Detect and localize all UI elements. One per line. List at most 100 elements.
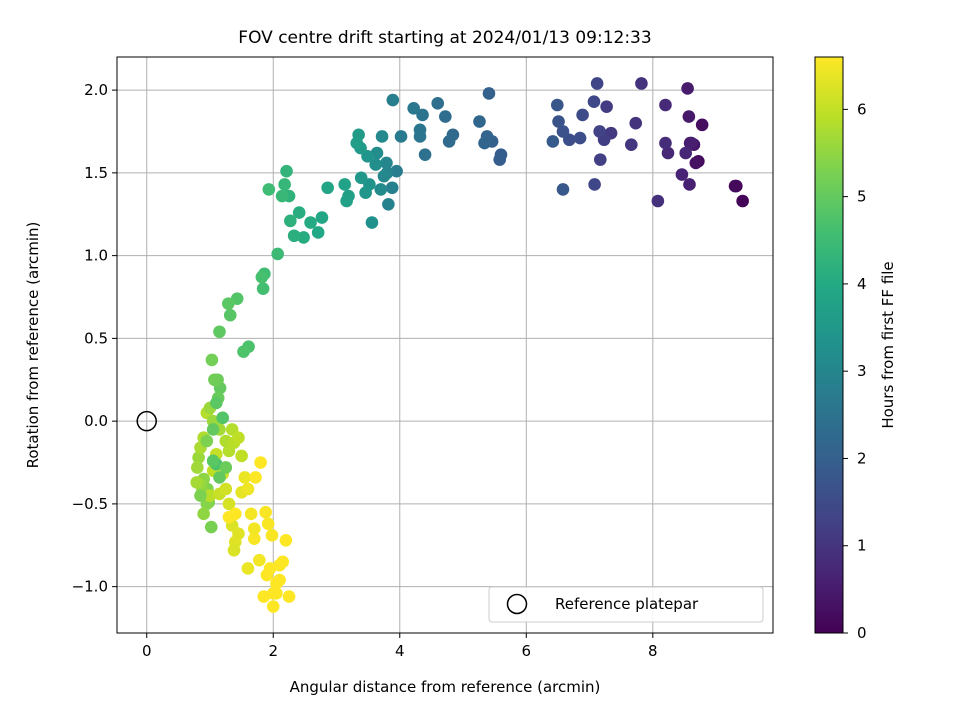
data-point [359, 186, 372, 200]
legend-box [488, 586, 764, 623]
data-point [213, 471, 226, 484]
data-point [375, 130, 389, 143]
legend-label: Reference platepar [555, 595, 699, 613]
data-point [394, 130, 408, 143]
data-point [271, 247, 284, 261]
data-point [550, 98, 564, 112]
x-tick-label: 4 [395, 642, 405, 660]
data-point [311, 226, 325, 239]
data-point [276, 555, 290, 569]
data-point [235, 449, 248, 463]
data-point [278, 178, 291, 191]
data-point [255, 270, 269, 284]
colorbar: 0 1 2 3 4 5 6 Hours from first FF file [814, 56, 897, 642]
data-point [661, 146, 675, 160]
colorbar-tick-label: 4 [857, 275, 867, 293]
data-point [377, 169, 391, 183]
colorbar-tick-label: 3 [857, 362, 867, 380]
data-point [213, 325, 226, 339]
data-point [340, 194, 353, 208]
data-point [253, 553, 266, 567]
data-point [390, 164, 403, 178]
x-tick-label: 6 [522, 642, 532, 660]
data-point [292, 206, 306, 219]
y-tick-label: 2.0 [84, 81, 108, 99]
colorbar-tick-label: 1 [857, 537, 867, 555]
data-point [659, 98, 672, 112]
data-point [413, 123, 427, 137]
data-point [192, 451, 205, 464]
data-point [576, 108, 589, 122]
data-point [685, 136, 698, 150]
data-point [279, 534, 293, 547]
data-points [136, 77, 749, 613]
y-tick-label: 0.0 [84, 412, 108, 430]
y-tick-label: −0.5 [72, 495, 108, 513]
data-point [216, 411, 229, 425]
data-point [418, 148, 432, 161]
data-point [222, 510, 236, 524]
data-point [651, 194, 665, 208]
data-point [223, 308, 237, 322]
data-point [227, 543, 241, 557]
colorbar-ticks: 0 1 2 3 4 5 6 [843, 100, 867, 642]
data-point [338, 178, 352, 191]
data-point [254, 456, 267, 469]
data-point [200, 434, 214, 448]
data-point [361, 150, 374, 163]
chart-title: FOV centre drift starting at 2024/01/13 … [238, 28, 651, 48]
y-tick-label: 0.5 [84, 329, 108, 347]
data-point [282, 590, 296, 603]
data-point [222, 497, 236, 511]
legend: Reference platepar [488, 586, 764, 623]
data-point [593, 125, 606, 138]
data-point [219, 482, 233, 496]
legend-reference-marker [506, 593, 528, 615]
data-point [206, 423, 220, 436]
data-point [675, 168, 689, 181]
x-tick-label: 2 [268, 642, 278, 660]
data-point [273, 573, 286, 587]
data-point [546, 135, 560, 148]
data-point [297, 231, 310, 244]
colorbar-label: Hours from first FF file [879, 261, 897, 428]
data-point [478, 136, 491, 150]
x-axis-ticks: 0 2 4 6 8 [142, 633, 658, 660]
data-point [203, 489, 217, 502]
data-point [386, 93, 400, 107]
data-point [249, 471, 262, 484]
data-point [482, 87, 496, 100]
data-point [284, 214, 297, 228]
data-point [635, 77, 648, 90]
data-point [695, 118, 709, 132]
data-point [736, 194, 749, 208]
data-point [197, 507, 210, 521]
data-point [263, 562, 277, 575]
data-point [439, 110, 452, 123]
data-point [624, 138, 638, 152]
colorbar-tick-label: 6 [857, 100, 867, 118]
data-point [590, 77, 604, 90]
x-tick-label: 8 [648, 642, 658, 660]
data-point [728, 179, 742, 193]
data-point [365, 216, 379, 229]
data-point [573, 131, 587, 145]
data-point [266, 600, 280, 613]
data-point [354, 171, 368, 185]
data-point [556, 183, 570, 196]
data-point [241, 482, 255, 496]
data-point [232, 527, 245, 540]
data-point [247, 522, 261, 536]
y-axis-label: Rotation from reference (arcmin) [24, 222, 42, 469]
data-point [238, 471, 252, 484]
data-point [222, 297, 235, 310]
y-tick-label: 1.0 [84, 247, 108, 265]
colorbar-tick-label: 5 [857, 188, 867, 206]
data-point [275, 189, 289, 203]
data-point [257, 590, 271, 603]
data-point [556, 125, 570, 138]
plot-frame [116, 56, 774, 634]
reference-point-marker [136, 410, 157, 432]
data-point [552, 115, 565, 128]
